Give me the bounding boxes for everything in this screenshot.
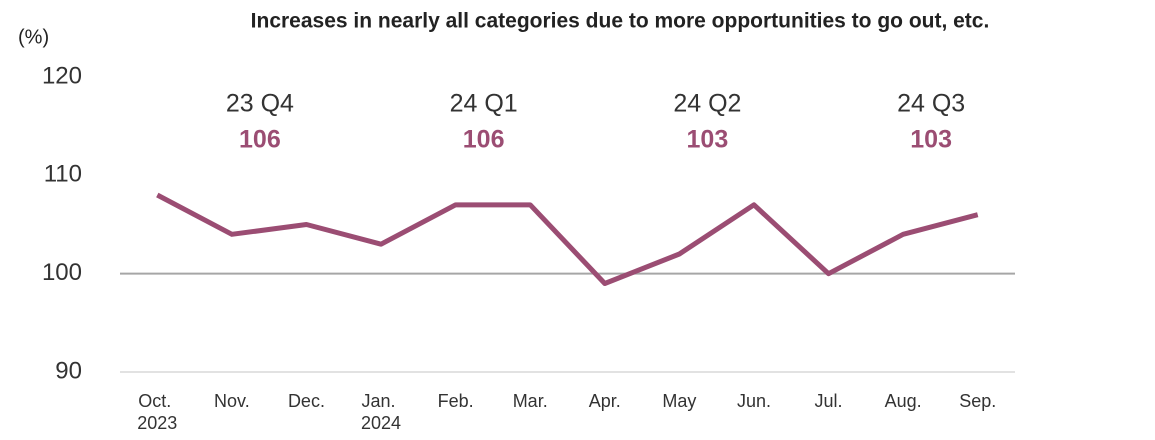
x-tick-label: Nov. (214, 391, 250, 411)
x-tick-label: Sep. (959, 391, 996, 411)
x-tick-label: Jun. (737, 391, 771, 411)
x-tick-label: Feb. (438, 391, 474, 411)
y-tick-label: 90 (55, 357, 82, 384)
line-series (156, 192, 979, 286)
y-unit-label: (%) (18, 26, 49, 48)
x-tick-label: Dec. (288, 391, 325, 411)
y-tick-label: 100 (42, 259, 82, 286)
quarter-label: 24 Q1 (450, 90, 518, 118)
quarter-value: 106 (463, 126, 505, 154)
quarter-value: 103 (687, 126, 729, 154)
x-tick-label: Apr. (589, 391, 621, 411)
chart-title: Increases in nearly all categories due t… (251, 10, 990, 33)
quarter-value: 103 (910, 126, 952, 154)
x-tick-label: Jan. 2024 (361, 391, 401, 433)
x-tick-label: Jul. (815, 391, 843, 411)
quarter-label: 23 Q4 (226, 90, 294, 118)
quarter-label: 24 Q3 (897, 90, 965, 118)
x-tick-label: May (662, 391, 696, 411)
y-tick-label: 120 (42, 62, 82, 89)
x-tick-label: Aug. (885, 391, 922, 411)
x-tick-label: Mar. (513, 391, 548, 411)
quarter-label: 24 Q2 (673, 90, 741, 118)
y-tick-label: 110 (44, 161, 82, 188)
x-tick-label: Oct. 2023 (137, 391, 177, 433)
quarter-value: 106 (239, 126, 281, 154)
